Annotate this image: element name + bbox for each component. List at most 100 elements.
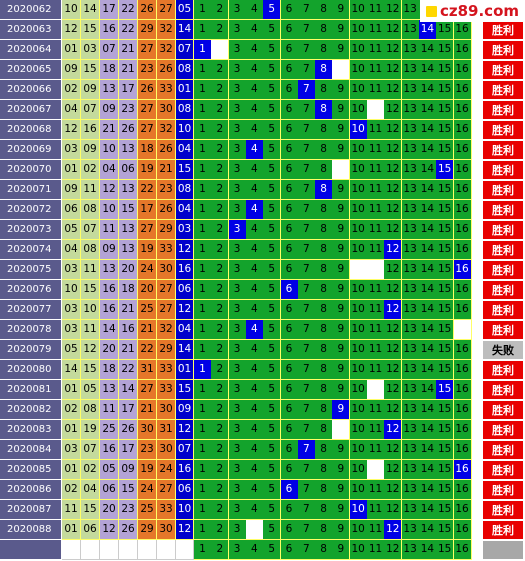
trend-cell: 13	[401, 200, 420, 220]
red-ball-cell: 27	[138, 120, 157, 140]
trend-cell: 16	[453, 360, 472, 380]
trend-blank-cell	[211, 40, 230, 60]
trend-cell: 6	[280, 240, 299, 260]
trend-cell: 7	[297, 140, 316, 160]
trend-cell: 15	[436, 520, 455, 540]
trend-blank-cell	[245, 520, 264, 540]
result-win-badge: 胜利	[482, 100, 524, 120]
red-ball-cell: 04	[81, 480, 100, 500]
red-ball-cell: 14	[81, 0, 100, 20]
blue-ball-cell: 05	[176, 0, 194, 20]
period-cell: 2020082	[0, 400, 62, 420]
trend-cell: 14	[418, 520, 437, 540]
trend-cell: 4	[245, 480, 264, 500]
trend-cell: 14	[418, 340, 437, 360]
red-ball-cell: 31	[157, 420, 176, 440]
trend-cell: 9	[332, 300, 351, 320]
trend-cell: 13	[401, 60, 420, 80]
trend-cell: 2	[211, 500, 230, 520]
trend-cell: 15	[436, 340, 455, 360]
trend-cell: 15	[436, 440, 455, 460]
red-ball-cell: 11	[81, 180, 100, 200]
trend-cell: 8	[315, 540, 334, 560]
trend-cell: 11	[367, 400, 385, 420]
red-ball-cell: 03	[62, 300, 81, 320]
trend-cell: 12	[384, 340, 403, 360]
trend-cell: 8	[315, 140, 334, 160]
red-ball-cell: 05	[81, 380, 100, 400]
trend-cell: 11	[367, 540, 385, 560]
trend-cell: 3	[228, 380, 247, 400]
red-ball-cell: 15	[81, 360, 100, 380]
trend-cell: 16	[453, 100, 472, 120]
trend-cell: 14	[418, 120, 437, 140]
blue-ball-cell: 07	[176, 40, 194, 60]
trend-cell: 10	[349, 340, 368, 360]
trend-cell: 6	[280, 80, 299, 100]
trend-cell: 9	[332, 460, 351, 480]
period-cell: 2020077	[0, 300, 62, 320]
period-cell: 2020073	[0, 220, 62, 240]
result-win-badge: 胜利	[482, 460, 524, 480]
result-pending-cell	[482, 540, 524, 560]
red-ball-cell: 15	[119, 480, 138, 500]
trend-cell: 5	[263, 160, 282, 180]
trend-cell: 8	[315, 20, 334, 40]
trend-cell: 4	[245, 20, 264, 40]
trend-cell: 10	[349, 140, 368, 160]
result-win-badge: 胜利	[482, 140, 524, 160]
red-ball-cell: 11	[62, 500, 81, 520]
table-row: 2020064 01 03 07 21 27 32 07 1 3 4 5 6 7 8 9 10 11 12 13 14 1…	[0, 40, 525, 60]
trend-cell: 7	[297, 320, 316, 340]
red-ball-cell: 26	[157, 200, 176, 220]
red-ball-cell: 33	[157, 80, 176, 100]
blue-ball-cell: 01	[176, 360, 194, 380]
trend-cell: 11	[367, 500, 385, 520]
trend-cell: 16	[453, 400, 472, 420]
logo-text: cz89.com	[439, 2, 520, 20]
trend-cell: 2	[211, 340, 230, 360]
trend-hit-cell: 12	[384, 420, 403, 440]
trend-hit-cell: 16	[453, 260, 472, 280]
red-ball-cell	[157, 540, 176, 560]
trend-cell: 3	[228, 440, 247, 460]
trend-cell: 14	[418, 40, 437, 60]
site-logo[interactable]: cz89.com	[420, 0, 525, 22]
trend-cell: 5	[263, 400, 282, 420]
red-ball-cell: 21	[100, 120, 119, 140]
trend-cell: 10	[349, 100, 368, 120]
red-ball-cell: 33	[157, 500, 176, 520]
trend-cell: 3	[228, 120, 247, 140]
trend-cell: 16	[453, 240, 472, 260]
red-ball-cell: 02	[81, 160, 100, 180]
red-ball-cell: 06	[119, 160, 138, 180]
trend-cell: 7	[297, 40, 316, 60]
trend-cell: 12	[384, 460, 403, 480]
trend-cell: 5	[263, 320, 282, 340]
trend-cell: 4	[245, 220, 264, 240]
trend-cell: 3	[228, 300, 247, 320]
trend-cell: 1	[194, 540, 212, 560]
period-cell: 2020083	[0, 420, 62, 440]
trend-cell: 12	[384, 0, 403, 20]
trend-cell: 10	[349, 80, 368, 100]
trend-cell: 11	[367, 60, 385, 80]
period-cell: 2020070	[0, 160, 62, 180]
trend-cell: 1	[194, 180, 212, 200]
red-ball-cell: 07	[100, 40, 119, 60]
red-ball-cell: 22	[138, 340, 157, 360]
trend-hit-cell: 3	[228, 220, 247, 240]
result-win-badge: 胜利	[482, 500, 524, 520]
trend-cell: 14	[418, 480, 437, 500]
trend-cell: 14	[418, 400, 437, 420]
trend-cell: 1	[194, 100, 212, 120]
red-ball-cell: 09	[100, 100, 119, 120]
trend-cell: 5	[263, 340, 282, 360]
trend-cell: 4	[245, 340, 264, 360]
result-win-badge: 胜利	[482, 380, 524, 400]
trend-cell: 6	[280, 60, 299, 80]
trend-cell: 12	[384, 500, 403, 520]
trend-cell: 2	[211, 260, 230, 280]
table-row: 2020080 14 15 18 22 31 33 01 1 2 3 4 5 6 7 8 9 10 11 12 13 14…	[0, 360, 525, 380]
table-row: 2020073 05 07 11 13 27 29 03 1 2 3 4 5 6 7 8 9 10 11 12 13 14…	[0, 220, 525, 240]
